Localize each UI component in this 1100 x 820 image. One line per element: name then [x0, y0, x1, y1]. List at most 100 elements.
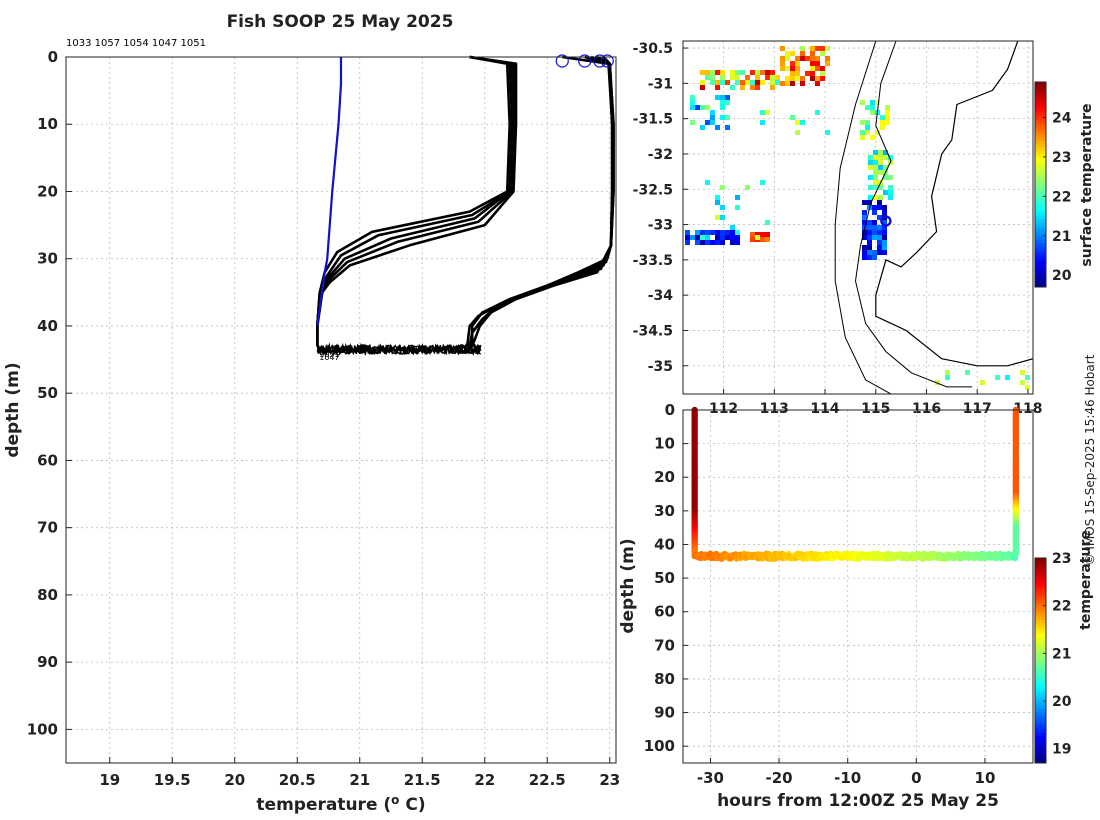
sst-pixel	[790, 66, 795, 71]
colorbar-segment	[1035, 129, 1046, 134]
colorbar-segment	[1035, 691, 1046, 696]
section-x-tick-label: 0	[911, 769, 921, 787]
colorbar-segment	[1035, 170, 1046, 175]
sst-pixel	[883, 175, 888, 180]
colorbar-segment	[1035, 208, 1046, 213]
sst-pixel	[785, 66, 790, 71]
sst-pixel	[765, 237, 770, 242]
section-y-tick-label: 100	[644, 737, 675, 755]
sst-pixel	[945, 375, 950, 380]
profile-y-tick-label: 100	[27, 720, 58, 738]
sst-pixel	[878, 185, 883, 190]
map-y-tick-label: -33	[648, 218, 673, 234]
sst-pixel	[720, 75, 725, 80]
colorbar-segment	[1035, 187, 1046, 192]
profile-y-tick-label: 40	[37, 317, 58, 335]
colorbar-segment	[1035, 105, 1046, 110]
sst-pixel	[820, 71, 825, 76]
sst-pixel	[882, 235, 887, 240]
sst-pixel	[695, 105, 700, 110]
sst-pixel	[868, 175, 873, 180]
sst-pixel	[815, 81, 820, 86]
sst-pixel	[872, 220, 877, 225]
sst-pixel	[695, 235, 700, 240]
copyright-notice: © IMOS 15-Sep-2025 15:46 Hobart	[1083, 354, 1097, 565]
colorbar-segment	[1035, 622, 1046, 627]
map-x-tick-label: 115	[861, 401, 890, 417]
sst-pixel	[868, 160, 873, 165]
climatology-line	[316, 57, 343, 327]
colorbar-segment	[1035, 232, 1046, 237]
colorbar-tick-label: 23	[1052, 551, 1071, 567]
sst-pixel	[810, 66, 815, 71]
sst-pixel	[725, 95, 730, 100]
sst-pixel	[685, 230, 690, 235]
map-x-tick-label: 117	[963, 401, 992, 417]
colorbar-segment	[1035, 595, 1046, 600]
colorbar-segment	[1035, 205, 1046, 209]
sst-pixel	[765, 220, 770, 225]
sst-pixel	[705, 105, 710, 110]
sst-pixel	[873, 175, 878, 180]
sst-pixel	[868, 195, 873, 200]
sst-pixel	[705, 70, 710, 75]
colorbar-tick-label: 21	[1052, 646, 1071, 662]
sst-pixel	[882, 245, 887, 250]
sst-pixel	[885, 110, 890, 115]
colorbar-segment	[1035, 585, 1046, 590]
sst-pixel	[730, 235, 735, 240]
colorbar-segment	[1035, 640, 1046, 644]
sst-pixel	[715, 215, 720, 220]
sst-pixel	[790, 51, 795, 56]
profile-bottom-trace	[316, 343, 482, 356]
sst-pixel	[780, 81, 785, 86]
sst-pixel	[725, 80, 730, 85]
section-y-tick-label: 50	[654, 569, 675, 587]
sst-pixel	[715, 80, 720, 85]
sst-pixel	[873, 150, 878, 155]
section-y-tick-label: 90	[654, 704, 675, 722]
sst-pixel	[885, 115, 890, 120]
sst-pixel	[862, 220, 867, 225]
sst-pixel	[735, 75, 740, 80]
colorbar-segment	[1035, 667, 1046, 672]
sst-pixel	[790, 71, 795, 76]
sst-pixel	[815, 46, 820, 51]
sst-pixel	[730, 70, 735, 75]
sst-pixel	[820, 51, 825, 56]
sst-pixel	[820, 76, 825, 81]
sst-pixel	[880, 115, 885, 120]
colorbar-segment	[1035, 256, 1046, 261]
sst-pixel	[883, 155, 888, 160]
colorbar-segment	[1035, 698, 1046, 702]
sst-pixel	[800, 56, 805, 61]
sst-pixel	[867, 235, 872, 240]
sst-pixel	[872, 205, 877, 210]
sst-pixel	[760, 232, 765, 237]
colorbar-segment	[1035, 239, 1046, 244]
sst-pixel	[795, 56, 800, 61]
map-x-tick-label: 113	[760, 401, 789, 417]
sst-pixel	[877, 215, 882, 220]
colorbar-segment	[1035, 653, 1046, 658]
sst-pixel	[870, 105, 875, 110]
colorbar-segment	[1035, 735, 1046, 740]
section-y-tick-label: 40	[654, 535, 675, 553]
sst-pixel	[705, 240, 710, 245]
sst-pixel	[815, 110, 820, 115]
colorbar-frame	[1034, 557, 1047, 764]
sst-pixel	[750, 85, 755, 90]
sst-pixel	[725, 100, 730, 105]
sst-pixel	[870, 110, 875, 115]
sst-pixel	[755, 85, 760, 90]
sst-pixel	[880, 120, 885, 125]
colorbar-segment	[1035, 280, 1046, 285]
colorbar-segment	[1035, 116, 1046, 121]
section-y-axis-label: depth (m)	[618, 538, 638, 633]
sst-pixel	[735, 80, 740, 85]
sst-pixel	[877, 245, 882, 250]
colorbar-segment	[1035, 150, 1046, 155]
colorbar-segment	[1035, 657, 1046, 661]
sst-pixel	[700, 80, 705, 85]
profile-line-1033	[315, 55, 512, 347]
